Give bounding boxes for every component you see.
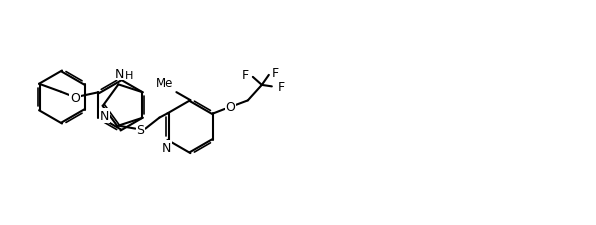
Text: H: H — [125, 71, 134, 81]
Text: F: F — [278, 81, 285, 94]
Text: F: F — [272, 67, 279, 80]
Text: O: O — [225, 101, 235, 114]
Text: N: N — [100, 110, 109, 122]
Text: Me: Me — [156, 77, 173, 90]
Text: F: F — [242, 69, 249, 82]
Text: N: N — [162, 141, 171, 154]
Text: O: O — [70, 91, 80, 104]
Text: S: S — [136, 124, 144, 137]
Text: N: N — [114, 68, 124, 81]
